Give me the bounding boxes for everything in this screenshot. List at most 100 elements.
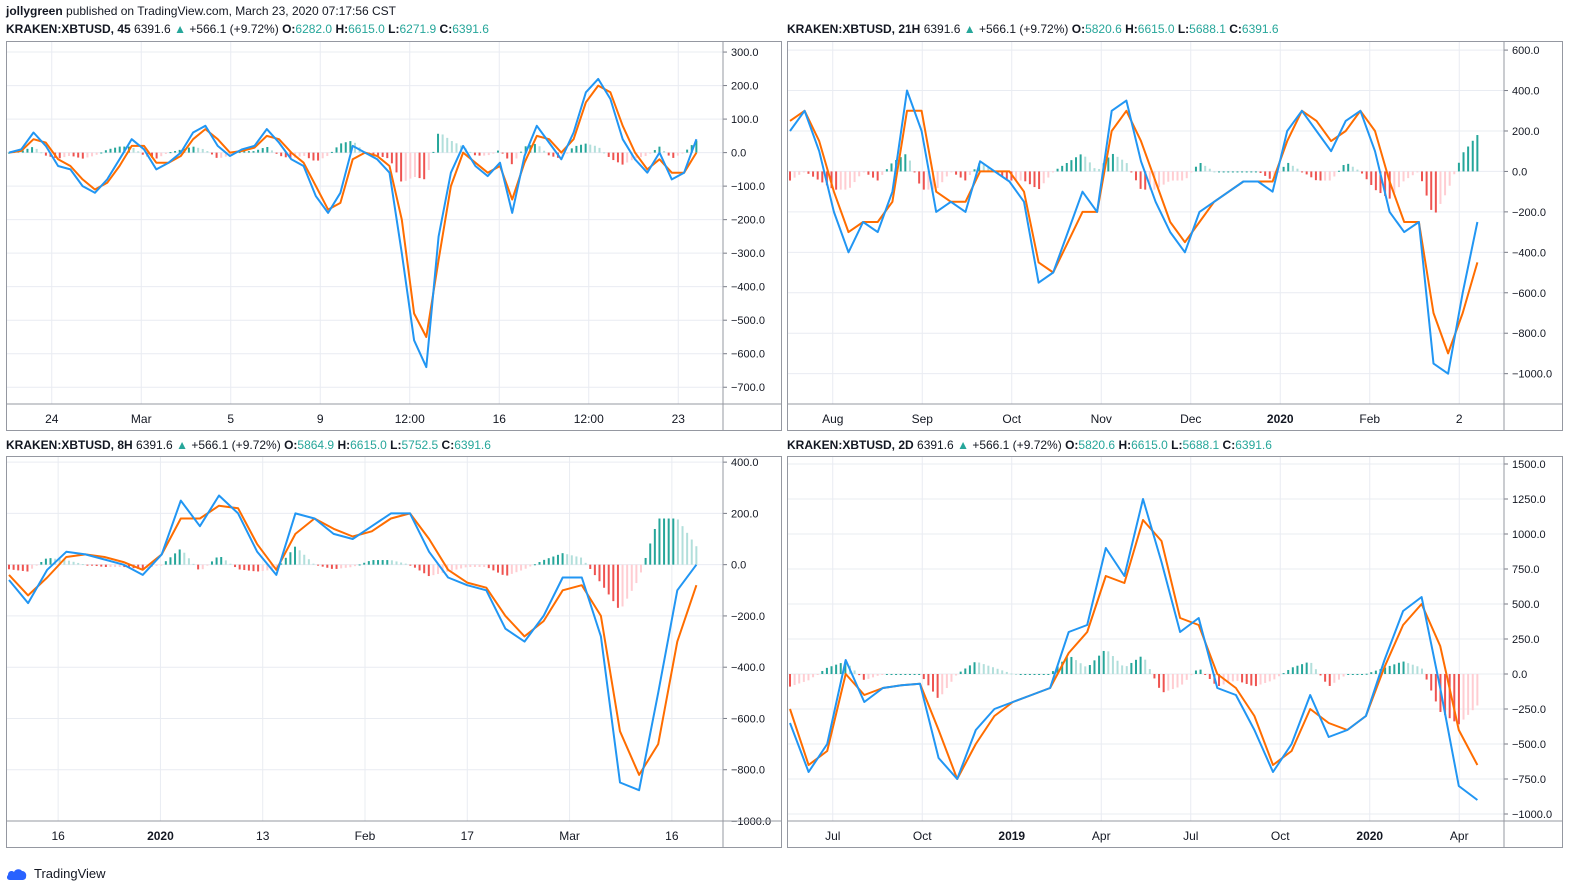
x-tick-label: 2019	[998, 829, 1025, 843]
histogram-bar	[973, 662, 976, 674]
histogram-bar	[1337, 674, 1340, 680]
histogram-bar	[1001, 171, 1004, 177]
histogram-bar	[224, 560, 227, 565]
histogram-bar	[812, 674, 815, 678]
y-tick-label: −600.0	[731, 349, 765, 361]
histogram-bar	[1328, 674, 1331, 686]
histogram-bar	[566, 152, 569, 154]
histogram-bar	[1125, 666, 1128, 674]
histogram-bar	[26, 564, 29, 572]
histogram-bar	[1199, 163, 1202, 172]
y-tick-label: 300.0	[731, 47, 759, 59]
histogram-bar	[649, 152, 652, 154]
histogram-bar	[1356, 169, 1359, 172]
histogram-bar	[1314, 669, 1317, 674]
chart-panel-21h[interactable]: 600.0 400.0 200.0 0.0 −200.0 −400.0 −600.0 −800…	[787, 41, 1563, 431]
panel-title-br: KRAKEN:XBTUSD, 2D 6391.6 ▲ +566.1 (+9.72…	[787, 438, 1272, 452]
publish-info: published on TradingView.com, March 23, …	[66, 4, 397, 18]
histogram-bar	[881, 674, 884, 675]
histogram-bar	[533, 144, 536, 153]
y-tick-label: 750.0	[1512, 564, 1540, 576]
histogram-bar	[455, 143, 458, 153]
histogram-bar	[789, 674, 791, 687]
y-tick-label: 600.0	[1512, 45, 1540, 57]
histogram-bar	[1407, 663, 1410, 674]
x-tick-label: 16	[665, 829, 679, 843]
open-value: 6282.0	[295, 22, 333, 36]
histogram-bar	[224, 152, 227, 157]
histogram-bar	[141, 564, 144, 570]
histogram-bar	[1181, 171, 1184, 181]
histogram-bar	[584, 562, 587, 565]
histogram-bar	[1121, 665, 1124, 674]
histogram-bar	[192, 146, 195, 153]
histogram-bar	[932, 674, 935, 692]
chart-panel-2d[interactable]: 1500.0 1250.0 1000.0 750.0 500.0 250.0 0.0 −250…	[787, 456, 1563, 848]
histogram-bar	[501, 564, 504, 575]
histogram-bar	[510, 564, 513, 574]
y-tick-label: 1500.0	[1512, 459, 1546, 471]
histogram-bar	[270, 564, 273, 570]
histogram-bar	[197, 147, 200, 153]
histogram-bar	[830, 171, 833, 189]
histogram-bar	[307, 152, 310, 159]
histogram-bar	[1388, 665, 1391, 674]
histogram-bar	[164, 561, 167, 565]
histogram-bar	[395, 561, 398, 565]
histogram-bar	[1296, 168, 1299, 172]
histogram-bar	[483, 152, 486, 156]
histogram-bar	[580, 557, 583, 565]
histogram-bar	[358, 564, 361, 566]
histogram-bar	[690, 539, 693, 565]
histogram-bar	[672, 152, 675, 158]
x-tick-label: Nov	[1091, 412, 1112, 426]
histogram-bar	[1065, 163, 1068, 172]
histogram-bar	[1305, 171, 1308, 175]
high-value: 6615.0	[350, 438, 387, 452]
low-value: 5752.5	[401, 438, 439, 452]
histogram-bar	[257, 149, 260, 153]
histogram-bar	[593, 564, 596, 576]
author-name[interactable]: jollygreen	[6, 4, 63, 18]
histogram-bar	[220, 557, 223, 565]
histogram-bar	[695, 140, 698, 153]
y-tick-label: 500.0	[1512, 599, 1540, 611]
chart-panel-45m[interactable]: 300.0 200.0 100.0 0.0 −100.0 −200.0 −300.0 −400…	[6, 41, 782, 431]
histogram-bar	[8, 564, 10, 570]
histogram-bar	[266, 564, 269, 571]
histogram-bar	[626, 564, 629, 599]
histogram-bar	[515, 152, 518, 159]
histogram-bar	[1370, 171, 1373, 185]
histogram-bar	[67, 152, 70, 156]
histogram-bar	[1024, 674, 1027, 675]
price-change: +566.1 (+9.72%)	[978, 22, 1069, 36]
histogram-bar	[1065, 657, 1068, 674]
y-tick-label: −250.0	[1512, 704, 1546, 716]
chart-panel-8h[interactable]: 400.0 200.0 0.0 −200.0 −400.0 −600.0 −800.0 −10…	[6, 456, 782, 848]
histogram-bar	[1259, 171, 1262, 174]
histogram-bar	[1227, 674, 1230, 683]
histogram-bar	[987, 665, 990, 674]
histogram-bar	[839, 663, 842, 674]
histogram-bar	[653, 528, 656, 565]
histogram-bar	[547, 152, 550, 156]
tradingview-footer[interactable]: TradingView	[6, 866, 106, 881]
histogram-bar	[676, 152, 679, 156]
y-tick-label: −500.0	[731, 315, 765, 327]
histogram-bar	[1111, 153, 1114, 172]
histogram-bar	[913, 674, 916, 675]
histogram-bar	[1176, 171, 1179, 181]
histogram-bar	[802, 171, 805, 173]
histogram-bar	[1218, 674, 1221, 687]
histogram-bar	[533, 564, 536, 566]
histogram-bar	[987, 167, 990, 172]
histogram-bar	[853, 670, 856, 674]
histogram-bar	[344, 142, 347, 153]
histogram-bar	[1098, 168, 1101, 172]
histogram-bar	[640, 564, 643, 573]
histogram-bar	[858, 171, 861, 177]
histogram-bar	[1379, 171, 1382, 194]
y-tick-label: 100.0	[731, 114, 759, 126]
histogram-bar	[978, 662, 981, 674]
histogram-bar	[1351, 166, 1354, 172]
